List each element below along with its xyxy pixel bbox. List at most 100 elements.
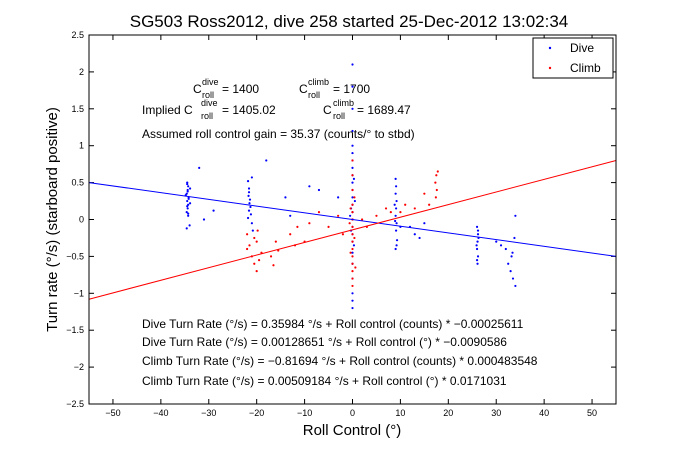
dive-point bbox=[337, 196, 340, 199]
climb-point bbox=[354, 266, 357, 269]
dive-point bbox=[352, 244, 356, 247]
dive-point bbox=[212, 209, 215, 212]
dive-point bbox=[476, 240, 479, 243]
y-tick-label: −2.5 bbox=[66, 399, 84, 409]
x-tick-label: 20 bbox=[443, 408, 453, 418]
c-climb-value: = 1700 bbox=[333, 82, 370, 96]
dive-point bbox=[248, 198, 252, 201]
climb-point bbox=[349, 251, 352, 254]
climb-point bbox=[348, 222, 351, 225]
dive-point bbox=[351, 299, 354, 302]
dive-point bbox=[395, 222, 398, 225]
climb-point bbox=[351, 188, 354, 192]
dive-point bbox=[248, 202, 251, 205]
y-tick-label: −2 bbox=[74, 362, 84, 372]
x-tick-label: −40 bbox=[153, 408, 168, 418]
c-dive-superscript: dive bbox=[202, 77, 219, 87]
dive-point bbox=[188, 224, 191, 227]
c-climb-superscript: climb bbox=[308, 77, 329, 87]
climb-point bbox=[269, 255, 273, 258]
dive-point bbox=[265, 159, 268, 162]
legend-box bbox=[532, 37, 614, 79]
fit-lines-layer bbox=[88, 159, 617, 300]
dive-point bbox=[186, 205, 189, 208]
dive-point bbox=[351, 151, 354, 155]
legend-label-climb: Climb bbox=[570, 61, 601, 75]
dive-point bbox=[475, 247, 479, 251]
dive-point bbox=[514, 214, 517, 217]
implied-climb-value: = 1689.47 bbox=[357, 103, 411, 117]
climb-point bbox=[384, 207, 388, 210]
climb-point bbox=[353, 236, 356, 240]
dive-point bbox=[249, 205, 252, 209]
climb-point bbox=[256, 229, 259, 232]
climb-point bbox=[255, 270, 258, 273]
c-dive-subscript: roll bbox=[202, 90, 214, 100]
climb-point bbox=[434, 181, 437, 184]
y-axis-label: Turn rate (°/s) (starboard positive) bbox=[44, 107, 61, 332]
dive-point bbox=[475, 225, 479, 228]
dive-point bbox=[188, 202, 192, 205]
x-tick-label: 10 bbox=[395, 408, 405, 418]
x-tick-label: 50 bbox=[587, 408, 597, 418]
dive-point bbox=[395, 199, 398, 203]
dive-fit-line bbox=[88, 182, 617, 257]
dive-point bbox=[394, 219, 397, 223]
y-tick-label: −1 bbox=[74, 288, 84, 298]
y-tick-label: 1 bbox=[79, 141, 84, 151]
dive-point bbox=[351, 181, 354, 184]
dive-point bbox=[476, 255, 480, 258]
dive-point bbox=[510, 255, 513, 258]
dive-point bbox=[251, 229, 254, 232]
dive-point bbox=[186, 207, 189, 210]
climb-point bbox=[351, 225, 354, 228]
dive-point bbox=[185, 227, 188, 230]
dive-point bbox=[246, 180, 250, 183]
dive-point bbox=[394, 247, 397, 251]
dive-point bbox=[418, 236, 421, 240]
dive-point bbox=[187, 212, 190, 215]
y-tick-label: −1.5 bbox=[66, 325, 84, 335]
dive-point bbox=[186, 182, 189, 186]
implied-climb-subscript: roll bbox=[333, 111, 345, 121]
dive-point bbox=[511, 251, 514, 254]
dive-point bbox=[394, 207, 398, 210]
dive-point bbox=[395, 244, 398, 247]
dive-point bbox=[289, 214, 292, 217]
climb-point bbox=[435, 174, 438, 177]
implied-dive-subscript: roll bbox=[201, 111, 213, 121]
dive-point bbox=[185, 211, 188, 214]
climb-point bbox=[351, 233, 354, 236]
climb-point bbox=[308, 222, 311, 225]
climb-point bbox=[353, 196, 356, 199]
y-tick-label: 0.5 bbox=[71, 178, 84, 188]
climb-point bbox=[360, 218, 364, 221]
climb-point bbox=[337, 214, 340, 217]
dive-point bbox=[495, 240, 498, 243]
climb-point bbox=[375, 214, 378, 217]
dive-point bbox=[351, 107, 354, 110]
tick-layer: −50 −40 −30 −20 −10 0 10 20 30 40 50−2.5−2−1.5−1−0… bbox=[66, 30, 616, 418]
dive-point bbox=[413, 233, 416, 236]
implied-dive-superscript: dive bbox=[201, 98, 218, 108]
climb-point bbox=[351, 174, 354, 177]
dive-point bbox=[476, 233, 480, 236]
dive-point bbox=[308, 185, 311, 188]
dive-point bbox=[187, 214, 190, 217]
roll-gain-text: Assumed roll control gain = 35.37 (count… bbox=[142, 127, 415, 141]
dive-point bbox=[351, 306, 354, 310]
dive-point bbox=[187, 185, 190, 188]
dive-point bbox=[202, 218, 206, 221]
plot-frame bbox=[88, 34, 617, 405]
dive-point bbox=[186, 190, 189, 193]
implied-prefix: Implied C bbox=[142, 103, 193, 117]
dive-point bbox=[351, 196, 354, 199]
dive-point bbox=[507, 262, 510, 265]
dive-point bbox=[317, 188, 321, 192]
dive-point bbox=[250, 222, 253, 225]
climb-point bbox=[399, 211, 402, 214]
climb-point bbox=[428, 203, 431, 206]
legend-marker-climb bbox=[548, 66, 552, 70]
fit-equation-climb-counts: Climb Turn Rate (°/s) = −0.81694 °/s + R… bbox=[142, 354, 538, 368]
